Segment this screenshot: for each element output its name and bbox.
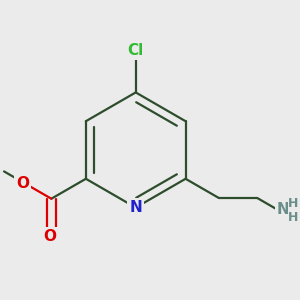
- Text: O: O: [44, 229, 56, 244]
- Text: H: H: [288, 197, 299, 210]
- Text: O: O: [16, 176, 29, 191]
- Text: H: H: [288, 211, 299, 224]
- Text: N: N: [277, 202, 290, 217]
- Text: Cl: Cl: [128, 43, 144, 58]
- Text: N: N: [129, 200, 142, 215]
